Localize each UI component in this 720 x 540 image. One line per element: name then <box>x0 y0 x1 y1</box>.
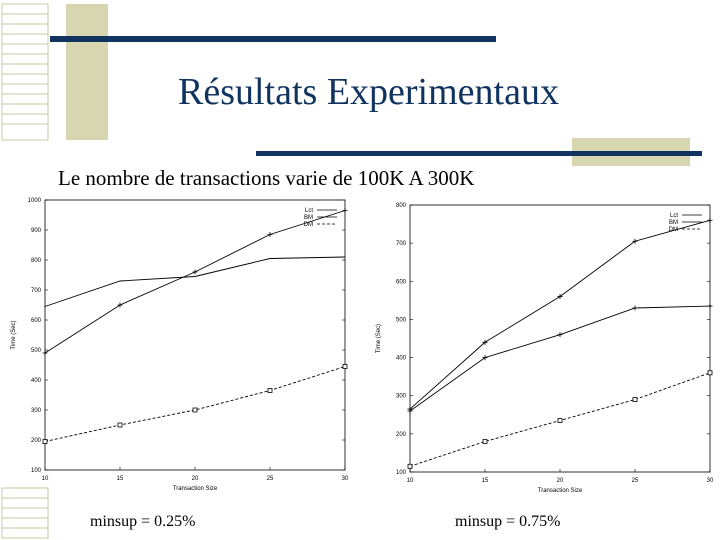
point <box>192 269 198 275</box>
y-tick-label: 400 <box>31 378 42 384</box>
left-pattern <box>1 3 49 539</box>
legend-label: BM <box>304 215 313 221</box>
x-tick-label: 30 <box>707 478 714 484</box>
point <box>707 217 713 223</box>
point <box>707 303 713 309</box>
point <box>707 370 713 376</box>
point <box>342 208 348 213</box>
y-tick-label: 200 <box>396 432 407 438</box>
point <box>557 332 563 338</box>
x-tick-label: 30 <box>342 476 349 482</box>
y-tick-label: 700 <box>396 241 407 247</box>
x-axis-label: Transaction Size <box>538 488 583 494</box>
chart-caption: minsup = 0.75% <box>455 513 560 530</box>
y-tick-label: 600 <box>31 318 42 324</box>
legend-label: Lct <box>670 213 678 219</box>
point <box>632 305 638 311</box>
point <box>482 339 488 345</box>
y-tick-label: 400 <box>396 356 407 362</box>
slide-subtitle: Le nombre de transactions varie de 100K … <box>58 166 475 190</box>
point <box>557 418 563 423</box>
x-axis-label: Transaction Size <box>173 486 218 492</box>
series-line <box>409 305 711 412</box>
legend-label: DM <box>669 227 678 233</box>
point <box>42 439 48 444</box>
y-tick-label: 800 <box>396 203 407 209</box>
y-tick-label: 100 <box>31 468 42 474</box>
point <box>192 407 198 413</box>
point <box>42 350 48 356</box>
y-tick-label: 900 <box>31 228 42 234</box>
y-tick-label: 300 <box>396 394 407 400</box>
point <box>117 422 123 428</box>
series-line <box>409 219 711 410</box>
slide-title: Résultats Experimentaux <box>178 71 559 113</box>
accent-block <box>66 4 108 140</box>
y-tick-label: 100 <box>396 470 407 476</box>
x-tick-label: 25 <box>267 476 274 482</box>
point <box>632 238 638 244</box>
y-tick-label: 700 <box>31 288 42 294</box>
point <box>407 463 413 469</box>
y-tick-label: 1000 <box>28 198 42 204</box>
point <box>342 364 348 369</box>
x-tick-label: 10 <box>407 478 414 484</box>
point <box>117 302 123 308</box>
point <box>482 355 488 361</box>
y-tick-label: 600 <box>396 279 407 285</box>
x-tick-label: 20 <box>192 476 199 482</box>
y-axis-label: Time (Sec) <box>376 324 382 353</box>
point <box>482 439 488 444</box>
y-tick-label: 300 <box>31 408 42 414</box>
point <box>632 397 638 402</box>
y-tick-label: 500 <box>396 317 407 323</box>
y-tick-label: 500 <box>31 348 42 354</box>
series-line <box>44 256 346 307</box>
top-rule <box>50 36 496 42</box>
plot-frame <box>409 204 711 473</box>
legend-label: Lct <box>305 208 313 214</box>
y-tick-label: 200 <box>31 438 42 444</box>
plot-frame <box>44 199 346 471</box>
mid-rule <box>256 151 702 156</box>
legend-label: DM <box>304 222 313 228</box>
x-tick-label: 15 <box>117 476 124 482</box>
point <box>267 232 273 237</box>
series-line <box>44 366 346 442</box>
y-axis-label: Time (Sec) <box>11 320 17 349</box>
series-line <box>44 210 346 354</box>
legend-label: BM <box>669 220 678 226</box>
x-tick-label: 25 <box>632 478 639 484</box>
x-tick-label: 20 <box>557 478 564 484</box>
point <box>267 388 273 393</box>
chart-caption: minsup = 0.25% <box>90 513 195 530</box>
y-tick-label: 800 <box>31 258 42 264</box>
x-tick-label: 10 <box>42 476 49 482</box>
x-tick-label: 15 <box>482 478 489 484</box>
point <box>557 294 563 300</box>
point <box>407 408 413 414</box>
